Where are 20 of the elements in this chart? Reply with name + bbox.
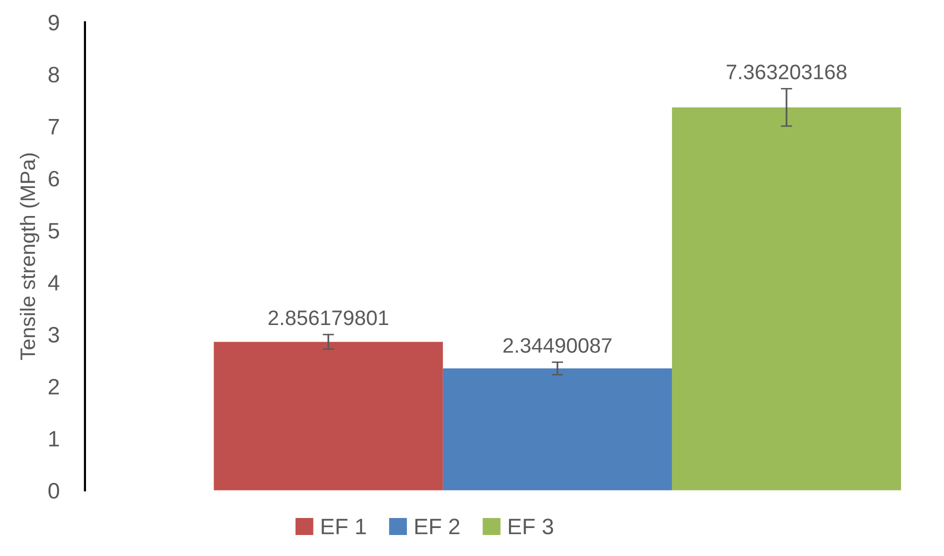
- legend-label: EF 1: [322, 518, 366, 534]
- y-tick-label: 4: [48, 275, 60, 290]
- data-label: 2.856179801: [268, 310, 388, 326]
- bar: [442, 368, 672, 490]
- y-tick-label: 7: [48, 119, 59, 134]
- y-tick-label: 9: [48, 14, 59, 31]
- bar: [672, 107, 902, 490]
- data-label: 2.34490087: [503, 338, 612, 353]
- y-tick-label: 5: [48, 223, 60, 239]
- legend-label: EF 2: [415, 518, 460, 534]
- data-label: 7.363203168: [726, 64, 846, 80]
- y-tick-label: 3: [48, 326, 59, 343]
- y-tick-label: 6: [48, 170, 59, 187]
- y-tick-label: 1: [49, 431, 59, 446]
- y-tick-label: 0: [48, 482, 60, 499]
- y-tick-label: 8: [48, 66, 59, 83]
- y-tick-label: 2: [48, 378, 59, 394]
- legend-label: EF 3: [508, 518, 554, 534]
- bar: [214, 342, 443, 490]
- y-axis-title: Tensile strength (MPa): [20, 153, 40, 360]
